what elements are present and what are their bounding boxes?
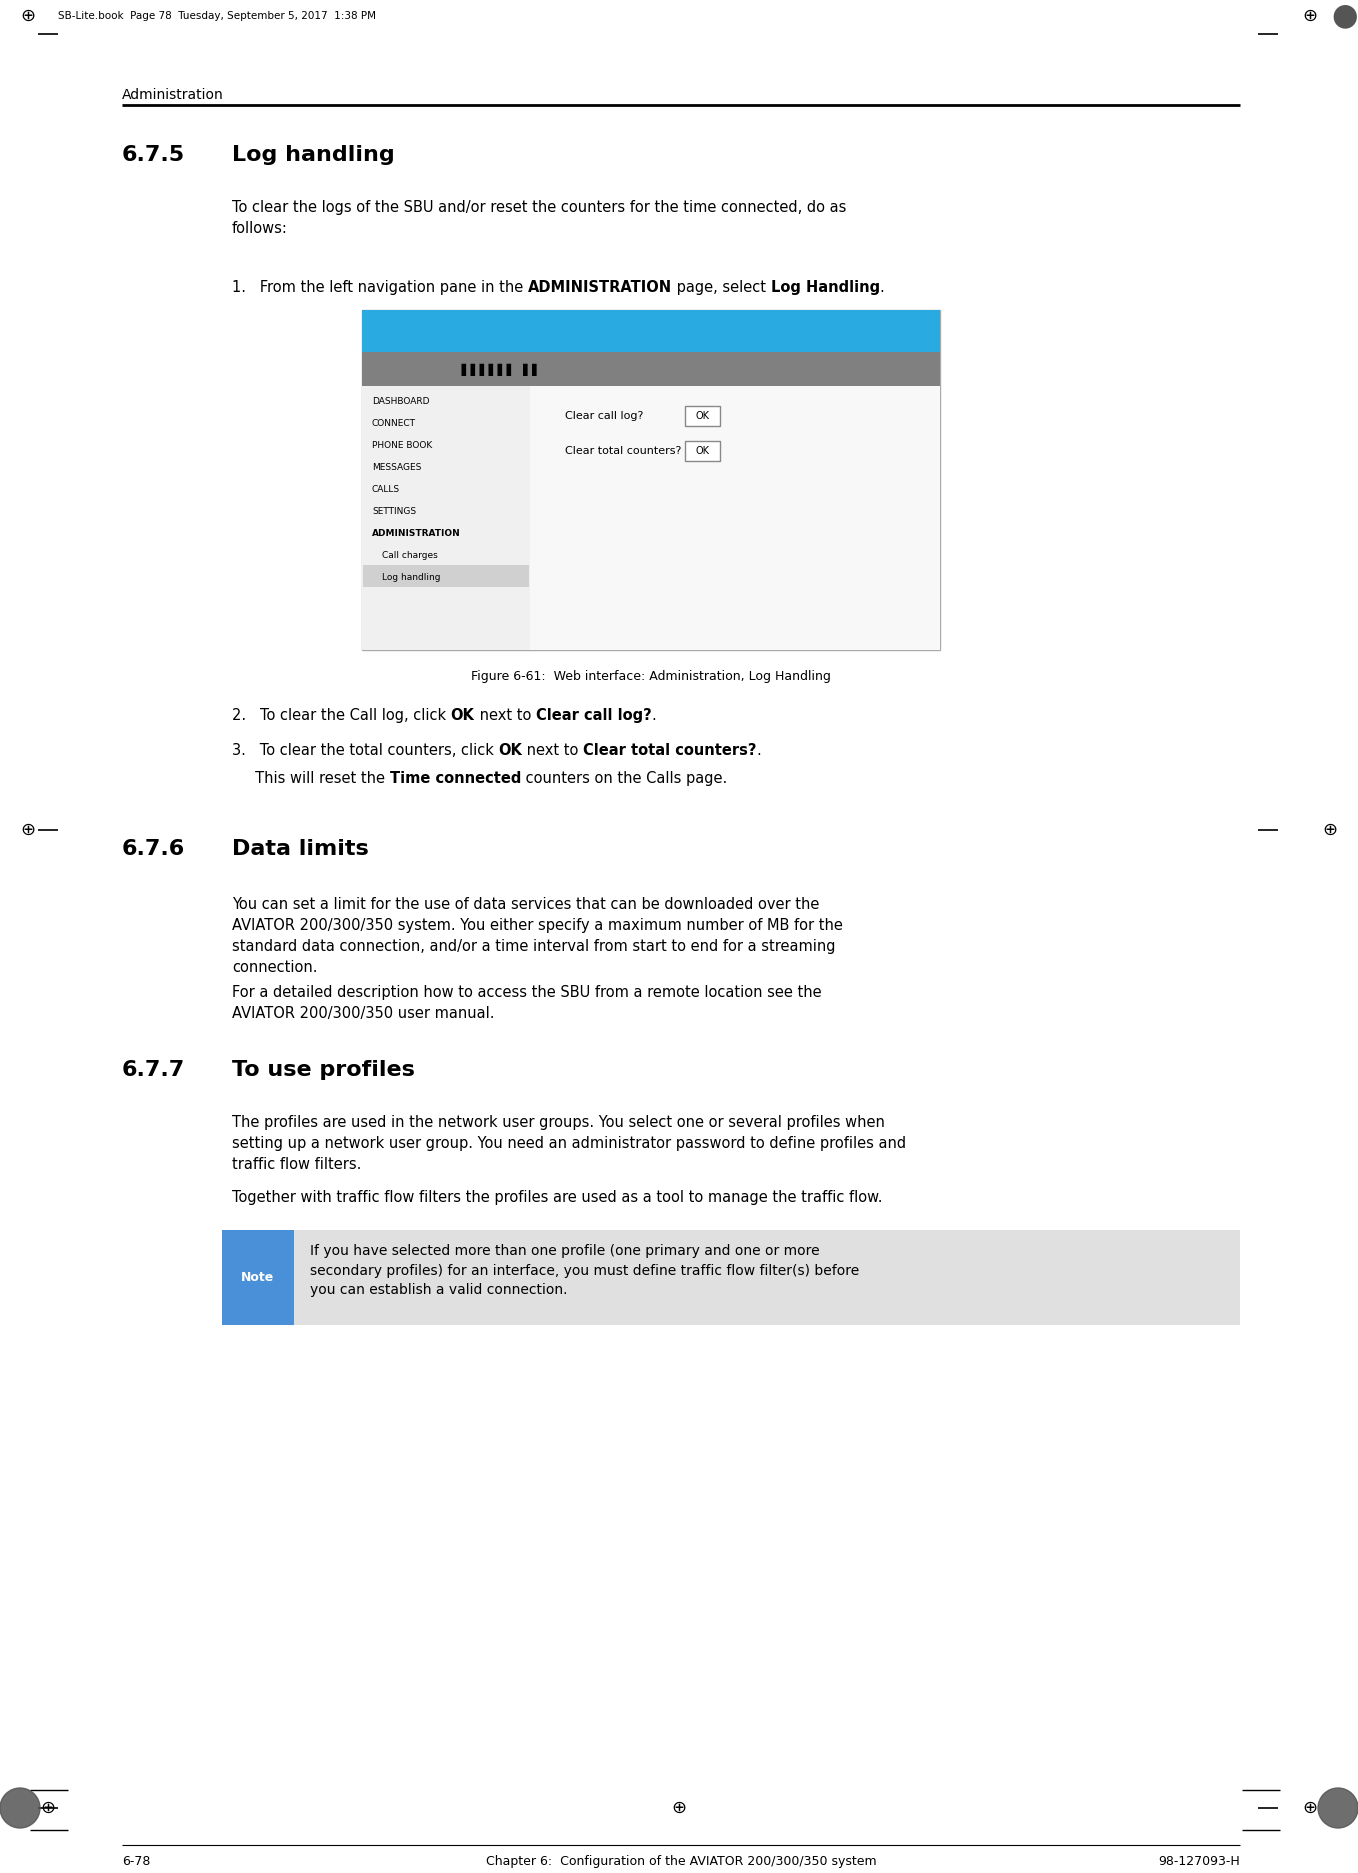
Text: OK: OK <box>695 446 709 455</box>
Text: ⊕: ⊕ <box>20 820 35 839</box>
Text: .: . <box>756 744 762 759</box>
Text: Chapter 6:  Configuration of the AVIATOR 200/300/350 system: Chapter 6: Configuration of the AVIATOR … <box>486 1854 876 1867</box>
Text: Figure 6-61:  Web interface: Administration, Log Handling: Figure 6-61: Web interface: Administrati… <box>471 671 831 684</box>
Bar <box>363 311 940 650</box>
Text: SB-Lite.book  Page 78  Tuesday, September 5, 2017  1:38 PM: SB-Lite.book Page 78 Tuesday, September … <box>58 11 376 21</box>
Text: 6.7.6: 6.7.6 <box>122 839 185 860</box>
Text: ⊕: ⊕ <box>20 7 35 24</box>
Text: To clear the logs of the SBU and/or reset the counters for the time connected, d: To clear the logs of the SBU and/or rese… <box>232 200 846 236</box>
Bar <box>684 406 720 425</box>
Text: SETTINGS: SETTINGS <box>372 506 416 515</box>
Text: Data limits: Data limits <box>232 839 369 860</box>
Text: MESSAGES: MESSAGES <box>372 463 421 472</box>
Text: 2.   To clear the Call log, click: 2. To clear the Call log, click <box>232 708 451 723</box>
Text: Clear total counters?: Clear total counters? <box>584 744 756 759</box>
Text: Log handling: Log handling <box>232 144 395 165</box>
Text: Clear call log?: Clear call log? <box>535 708 652 723</box>
Bar <box>363 566 530 586</box>
Text: Call charges: Call charges <box>382 551 437 560</box>
Text: Note: Note <box>242 1272 274 1285</box>
Text: If you have selected more than one profile (one primary and one or more
secondar: If you have selected more than one profi… <box>310 1244 860 1296</box>
Text: 3.   To clear the total counters, click: 3. To clear the total counters, click <box>232 744 498 759</box>
Text: 98-127093-H: 98-127093-H <box>1158 1854 1240 1867</box>
Text: ⊕: ⊕ <box>41 1798 56 1817</box>
Bar <box>363 352 940 386</box>
Text: OK: OK <box>498 744 523 759</box>
Bar <box>221 1231 293 1324</box>
Text: Administration: Administration <box>122 88 224 101</box>
Text: Together with traffic flow filters the profiles are used as a tool to manage the: Together with traffic flow filters the p… <box>232 1189 883 1204</box>
Text: 6-78: 6-78 <box>122 1854 151 1867</box>
Text: ▐▐▐▐▐▐  ▐▐: ▐▐▐▐▐▐ ▐▐ <box>458 363 536 375</box>
Bar <box>363 311 940 352</box>
Text: ADMINISTRATION: ADMINISTRATION <box>528 279 672 296</box>
Text: Clear total counters?: Clear total counters? <box>565 446 682 455</box>
Bar <box>221 1231 1240 1324</box>
Text: counters on the Calls page.: counters on the Calls page. <box>521 772 728 787</box>
Text: ●: ● <box>1332 2 1358 30</box>
Text: ⊕: ⊕ <box>1323 820 1338 839</box>
Text: CONNECT: CONNECT <box>372 418 416 427</box>
Text: ⊕: ⊕ <box>671 1798 687 1817</box>
Text: ⊕: ⊕ <box>1302 1798 1317 1817</box>
Text: PHONE BOOK: PHONE BOOK <box>372 440 432 450</box>
Text: CALLS: CALLS <box>372 485 401 493</box>
Text: 1.   From the left navigation pane in the: 1. From the left navigation pane in the <box>232 279 528 296</box>
Circle shape <box>0 1789 39 1828</box>
Text: .: . <box>880 279 884 296</box>
Text: To use profiles: To use profiles <box>232 1060 416 1081</box>
Text: OK: OK <box>695 410 709 421</box>
Text: 6.7.5: 6.7.5 <box>122 144 185 165</box>
Text: Log Handling: Log Handling <box>770 279 880 296</box>
Text: This will reset the: This will reset the <box>232 772 390 787</box>
Text: SIGNAL:: SIGNAL: <box>376 363 421 375</box>
Bar <box>684 440 720 461</box>
Text: Log handling: Log handling <box>382 573 440 581</box>
Bar <box>530 386 940 650</box>
Circle shape <box>1319 1789 1358 1828</box>
Text: next to: next to <box>523 744 584 759</box>
Text: You can set a limit for the use of data services that can be downloaded over the: You can set a limit for the use of data … <box>232 897 843 976</box>
Text: DASHBOARD: DASHBOARD <box>372 397 429 405</box>
Text: 6.7.7: 6.7.7 <box>122 1060 185 1081</box>
Text: ADMINISTRATION: ADMINISTRATION <box>372 528 460 538</box>
Text: The profiles are used in the network user groups. You select one or several prof: The profiles are used in the network use… <box>232 1114 906 1172</box>
Text: next to: next to <box>475 708 535 723</box>
Text: ⊕: ⊕ <box>1302 7 1317 24</box>
Text: page, select: page, select <box>672 279 770 296</box>
Text: For a detailed description how to access the SBU from a remote location see the
: For a detailed description how to access… <box>232 985 822 1021</box>
Text: .: . <box>652 708 656 723</box>
Text: Time connected: Time connected <box>390 772 521 787</box>
Text: Clear call log?: Clear call log? <box>565 410 644 421</box>
Text: OK: OK <box>451 708 475 723</box>
Bar <box>363 386 530 650</box>
